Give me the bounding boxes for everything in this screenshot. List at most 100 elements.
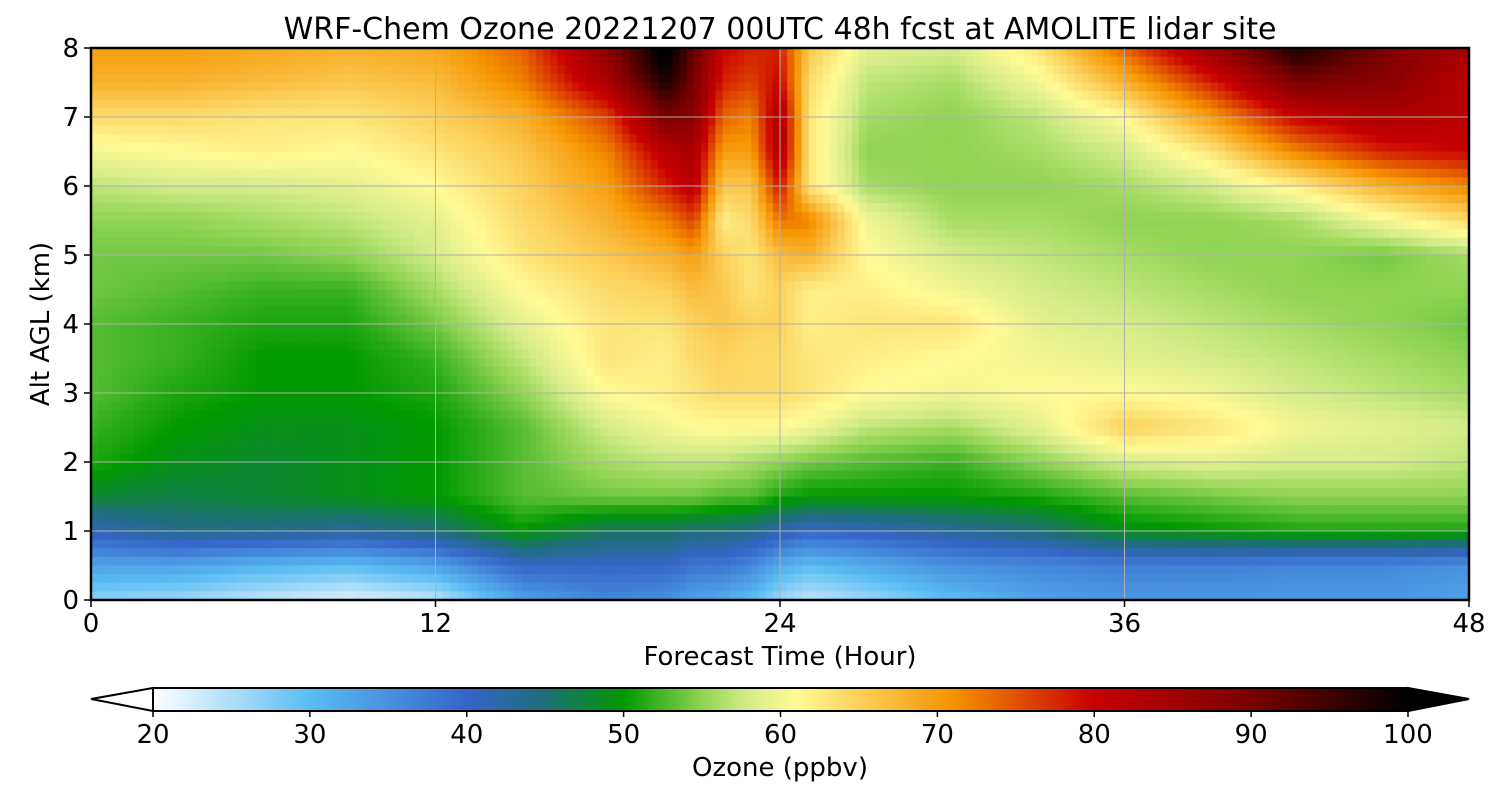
- heatmap-cell: [299, 229, 307, 239]
- heatmap-cell: [392, 229, 401, 239]
- heatmap-cell: [722, 99, 731, 109]
- heatmap-cell: [1124, 263, 1133, 273]
- heatmap-cell: [614, 177, 623, 187]
- heatmap-cell: [492, 56, 501, 66]
- heatmap-cell: [1390, 134, 1398, 144]
- heatmap-cell: [937, 186, 946, 196]
- heatmap-cell: [1260, 177, 1269, 187]
- heatmap-cell: [227, 263, 236, 273]
- heatmap-cell: [1203, 237, 1212, 247]
- heatmap-cell: [1440, 82, 1449, 92]
- heatmap-cell: [299, 211, 307, 222]
- heatmap-cell: [823, 73, 831, 84]
- heatmap-cell: [1275, 142, 1283, 153]
- heatmap-cell: [485, 186, 494, 196]
- heatmap-cell: [1260, 82, 1269, 92]
- heatmap-cell: [614, 56, 623, 66]
- heatmap-cell: [959, 117, 968, 127]
- heatmap-cell: [557, 263, 566, 273]
- heatmap-cell: [191, 229, 200, 239]
- heatmap-cell: [500, 134, 508, 144]
- heatmap-cell: [1268, 220, 1276, 230]
- heatmap-cell: [1181, 177, 1190, 187]
- heatmap-cell: [1110, 246, 1118, 256]
- heatmap-cell: [1059, 177, 1068, 187]
- heatmap-cell: [1052, 194, 1061, 204]
- heatmap-cell: [830, 99, 839, 109]
- heatmap-cell: [873, 220, 882, 230]
- heatmap-cell: [1282, 177, 1291, 187]
- heatmap-cell: [335, 237, 343, 247]
- heatmap-cell: [162, 48, 171, 58]
- heatmap-cell: [256, 134, 264, 144]
- heatmap-cell: [988, 203, 996, 213]
- heatmap-cell: [1361, 125, 1370, 135]
- heatmap-cell: [916, 237, 925, 247]
- heatmap-cell: [679, 255, 688, 265]
- heatmap-cell: [227, 203, 236, 213]
- heatmap-cell: [464, 56, 472, 66]
- heatmap-cell: [205, 186, 214, 196]
- heatmap-cell: [758, 237, 767, 247]
- heatmap-cell: [851, 56, 860, 66]
- heatmap-cell: [1124, 117, 1133, 127]
- heatmap-cell: [485, 108, 494, 118]
- heatmap-cell: [256, 229, 264, 239]
- heatmap-cell: [1124, 168, 1133, 178]
- heatmap-cell: [1138, 151, 1147, 161]
- heatmap-cell: [291, 211, 300, 222]
- heatmap-cell: [1354, 117, 1362, 127]
- heatmap-cell: [478, 186, 487, 196]
- heatmap-cell: [335, 142, 343, 153]
- heatmap-cell: [1246, 65, 1255, 75]
- heatmap-cell: [1440, 168, 1449, 178]
- heatmap-cell: [277, 186, 286, 196]
- heatmap-cell: [923, 246, 932, 256]
- heatmap-cell: [141, 125, 150, 135]
- heatmap-cell: [1346, 108, 1355, 118]
- heatmap-cell: [772, 134, 781, 144]
- heatmap-cell: [622, 82, 630, 92]
- heatmap-cell: [1418, 73, 1427, 84]
- heatmap-cell: [701, 56, 709, 66]
- heatmap-cell: [966, 168, 975, 178]
- heatmap-cell: [823, 65, 831, 75]
- heatmap-cell: [234, 108, 243, 118]
- heatmap-cell: [514, 246, 523, 256]
- heatmap-cell: [435, 229, 444, 239]
- heatmap-cell: [141, 160, 150, 170]
- heatmap-cell: [205, 82, 214, 92]
- heatmap-cell: [1375, 125, 1384, 135]
- heatmap-cell: [607, 65, 616, 75]
- heatmap-cell: [586, 125, 594, 135]
- heatmap-cell: [1232, 255, 1240, 265]
- heatmap-cell: [1052, 177, 1061, 187]
- heatmap-cell: [815, 237, 824, 247]
- heatmap-cell: [715, 246, 724, 256]
- heatmap-cell: [808, 134, 817, 144]
- heatmap-cell: [457, 186, 465, 196]
- heatmap-cell: [995, 91, 1004, 101]
- heatmap-cell: [600, 263, 609, 273]
- heatmap-cell: [1433, 229, 1441, 239]
- heatmap-cell: [320, 220, 329, 230]
- heatmap-cell: [880, 134, 889, 144]
- heatmap-cell: [1411, 125, 1420, 135]
- heatmap-cell: [378, 160, 386, 170]
- heatmap-cell: [184, 82, 193, 92]
- heatmap-cell: [270, 211, 279, 222]
- heatmap-cell: [880, 73, 889, 84]
- heatmap-cell: [241, 125, 250, 135]
- heatmap-cell: [844, 194, 853, 204]
- heatmap-cell: [787, 125, 795, 135]
- heatmap-cell: [155, 48, 164, 58]
- heatmap-cell: [1038, 237, 1047, 247]
- heatmap-cell: [306, 91, 315, 101]
- heatmap-cell: [507, 134, 516, 144]
- heatmap-cell: [1346, 237, 1355, 247]
- heatmap-cell: [765, 56, 774, 66]
- heatmap-cell: [1016, 142, 1025, 153]
- heatmap-cell: [629, 186, 638, 196]
- heatmap-cell: [112, 73, 121, 84]
- heatmap-cell: [1303, 246, 1312, 256]
